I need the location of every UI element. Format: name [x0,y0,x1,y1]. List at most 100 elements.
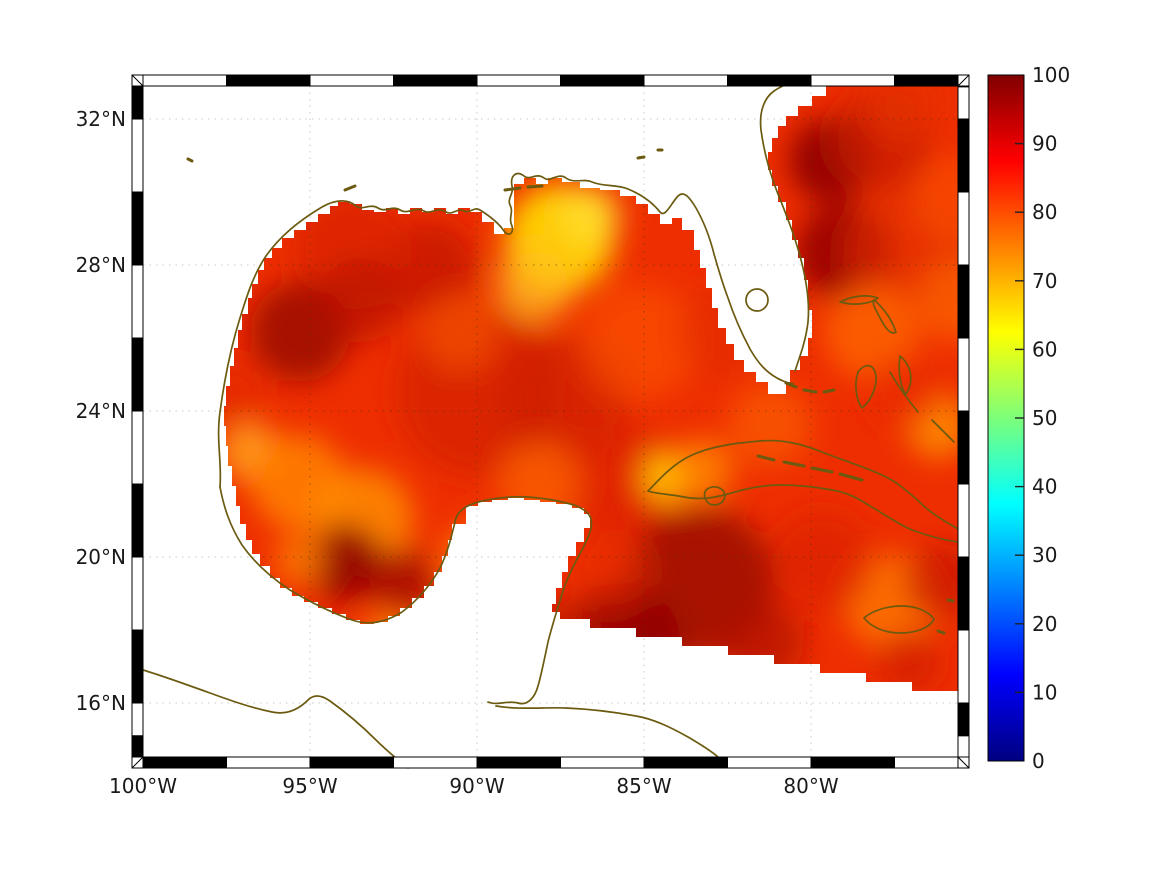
heatmap-blob [582,284,698,400]
frame-left-segment [131,556,144,631]
heatmap-blob [913,155,958,245]
frame-top-segment [393,74,478,87]
heatmap-blob [307,524,383,600]
frame-top-segment [560,74,645,87]
frame-bottom-segment [894,756,959,769]
coastline-isla-juventud [703,486,726,506]
florida-keys-islets [784,381,836,394]
frame-left-segment [131,735,144,758]
barrier-island-specks [186,148,955,635]
coastline-gulf-atlantic-mainland [217,75,813,488]
x-tick-label-85W: 85°W [616,774,671,798]
frame-right-segment [957,337,970,412]
y-tick-label-20N: 20°N [76,545,126,569]
y-tick-label-24N: 24°N [76,399,126,423]
colorbar-label-30: 30 [1032,543,1057,567]
frame-corner-mitre [957,74,970,87]
heatmap-blob [362,614,414,666]
heatmap-blob [770,510,874,614]
frame-left-segment [131,191,144,266]
heatmap-blob [676,284,772,380]
coastline-cuba [647,439,959,543]
heatmap-blob [274,534,326,586]
x-axis-tick-labels: 100°W 95°W 90°W 85°W 80°W [109,774,839,798]
frame-left-segment [131,337,144,412]
coastline-honduras [495,705,719,758]
colorbar-ticks [1015,142,1024,694]
heatmap-blob [570,530,654,614]
heatmap-blob [370,548,434,612]
heatmap-blob [865,86,945,140]
heatmap-blob [916,258,958,342]
colorbar-tick-labels: 0 10 20 30 40 50 60 70 80 90 100 [1032,63,1070,773]
cuba-north-keys [756,454,864,482]
frame-bottom-segment [476,756,561,769]
frame-right-segment [957,410,970,485]
heatmap-blob [224,360,264,424]
frame-bottom-segment [226,756,311,769]
coastline-bahamas [839,295,955,443]
coastline-mexico-yucatan [219,486,593,705]
frame-top-segment [309,74,394,87]
frame-right-segment [957,483,970,558]
frame-top-segment [476,74,561,87]
y-tick-label-16N: 16°N [76,691,126,715]
frame-bottom-segment [560,756,645,769]
colorbar-label-20: 20 [1032,612,1057,636]
frame-left-segment [131,118,144,193]
frame-bottom-segment [727,756,812,769]
x-tick-label-90W: 90°W [449,774,504,798]
frame-right-segment [957,629,970,704]
x-tick-label-80W: 80°W [783,774,838,798]
frame-left-segment [131,264,144,339]
frame-top-segment [142,74,227,87]
frame-right-segment [957,118,970,193]
heatmap-stray-cell [530,163,542,174]
colorbar-label-40: 40 [1032,475,1057,499]
frame-top-segment [894,74,959,87]
frame-left-segment [131,86,144,120]
frame-right-segment [957,735,970,758]
frame-top-segment [226,74,311,87]
frame-bottom-segment [643,756,728,769]
frame-corner-mitre [131,74,144,87]
colorbar-label-80: 80 [1032,200,1057,224]
x-tick-label-95W: 95°W [282,774,337,798]
heatmap-blob [670,438,734,502]
colorbar-label-50: 50 [1032,406,1057,430]
heatmap-blob [498,440,582,524]
coastline-jamaica [863,605,935,634]
frame-right-segment [957,86,970,120]
lake-okeechobee [745,288,769,312]
frame-left-segment [131,702,144,737]
frame-corner-mitre [131,756,144,769]
frame-left-segment [131,410,144,485]
frame-top-segment [643,74,728,87]
colorbar-label-0: 0 [1032,749,1045,773]
heatmap-blob [876,630,940,691]
colorbar-label-90: 90 [1032,132,1057,156]
heatmap-blob [496,242,576,322]
heatmap-blob [320,258,404,342]
heatmap-blob [562,422,678,538]
frame-left-segment [131,629,144,704]
frame-bottom-segment [309,756,394,769]
heatmap-blob [904,544,958,620]
y-tick-label-32N: 32°N [76,107,126,131]
frame-corner-mitre [957,756,970,769]
frame-top-segment [727,74,812,87]
frame-bottom-segment [393,756,478,769]
colorbar-label-70: 70 [1032,269,1057,293]
frame-right-segment [957,702,970,737]
heatmap-blob [141,424,189,472]
heatmap-blob [720,600,804,684]
heatmap-blob [728,383,812,467]
x-tick-label-100W: 100°W [109,774,177,798]
heatmap-blob [560,185,620,245]
colorbar: 0 10 20 30 40 50 60 70 80 90 100 [987,63,1070,773]
frame-bottom-segment [142,756,227,769]
colorbar-label-60: 60 [1032,337,1057,361]
frame-left-segment [131,483,144,558]
